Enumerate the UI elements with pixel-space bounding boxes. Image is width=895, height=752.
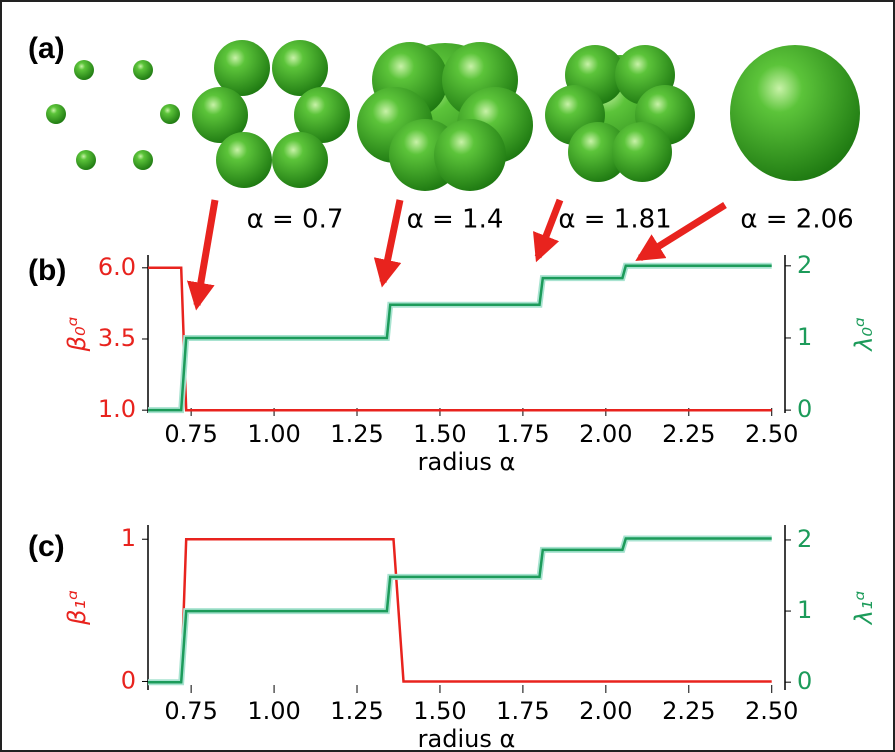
- x-tick-label: 2.00: [579, 420, 632, 448]
- x-tick-label: 1.50: [413, 697, 466, 725]
- y-axis-label: β₁ᵅ: [63, 590, 91, 626]
- x-tick-label: 1.75: [496, 420, 549, 448]
- x-tick-label: 0.75: [164, 697, 217, 725]
- x-tick-label: 1.75: [496, 697, 549, 725]
- figure: (a) (b) (c) α = 0.7 α = 1.4 α = 1.81 α =…: [0, 0, 895, 752]
- x-tick-label: 1.50: [413, 420, 466, 448]
- x-tick-label: 2.50: [745, 420, 798, 448]
- y2-tick-label: 2: [797, 251, 812, 279]
- x-tick-label: 1.25: [330, 697, 383, 725]
- y2-tick-label: 1: [797, 596, 812, 624]
- panel-label: (a): [28, 32, 65, 65]
- y-tick-label: 3.5: [98, 324, 136, 352]
- x-axis-label: radius α: [418, 725, 516, 752]
- y-axis-label: β₀ᵅ: [63, 317, 91, 353]
- panel-label: (c): [28, 530, 65, 563]
- x-tick-label: 1.25: [330, 420, 383, 448]
- y-tick-label: 1.0: [98, 395, 136, 423]
- y-tick-label: 0: [121, 666, 136, 694]
- x-tick-label: 2.25: [662, 420, 715, 448]
- y2-tick-label: 0: [797, 667, 812, 695]
- x-tick-label: 2.50: [745, 697, 798, 725]
- x-tick-label: 1.00: [247, 420, 300, 448]
- annotation: α = 1.81: [558, 205, 671, 235]
- x-tick-label: 2.00: [579, 697, 632, 725]
- x-tick-label: 2.25: [662, 697, 715, 725]
- annotation: α = 0.7: [247, 205, 344, 235]
- y2-tick-label: 0: [797, 395, 812, 423]
- x-axis-label: radius α: [418, 448, 516, 476]
- x-tick-label: 1.00: [247, 697, 300, 725]
- y2-axis-label: λ₁ᵅ: [850, 591, 878, 627]
- y-tick-label: 6.0: [98, 253, 136, 281]
- y2-axis-label: λ₀ᵅ: [850, 317, 878, 353]
- panel-label: (b): [28, 254, 66, 287]
- annotation: α = 2.06: [740, 205, 853, 235]
- y-tick-label: 1: [121, 524, 136, 552]
- y2-tick-label: 2: [797, 525, 812, 553]
- annotation: α = 1.4: [407, 205, 504, 235]
- y2-tick-label: 1: [797, 323, 812, 351]
- x-tick-label: 0.75: [164, 420, 217, 448]
